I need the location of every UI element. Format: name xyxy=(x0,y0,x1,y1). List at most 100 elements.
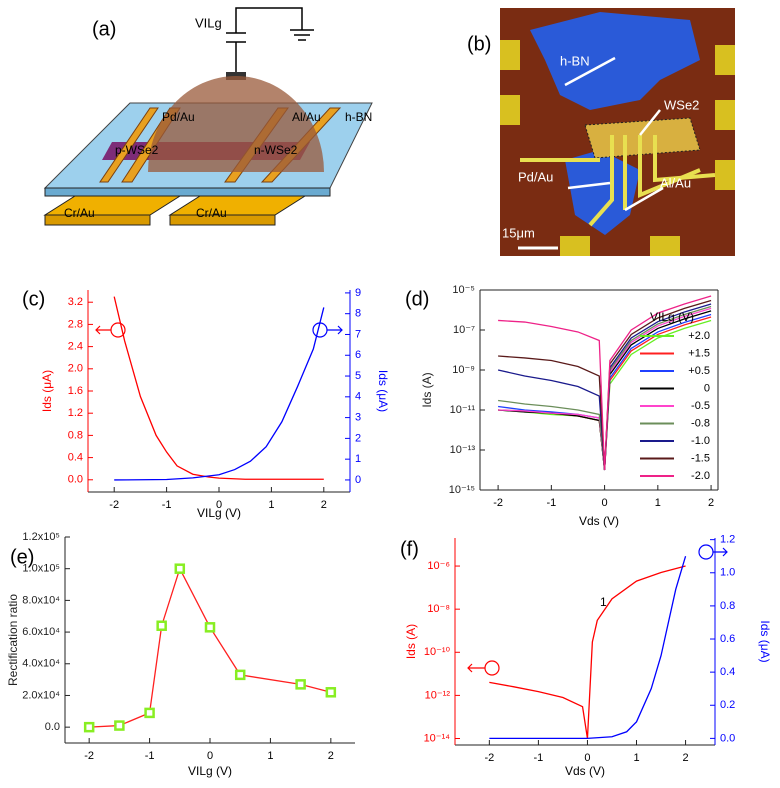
x-axis-label: Vds (V) xyxy=(579,514,619,528)
hbn-edge xyxy=(44,187,331,197)
y2-tick-label: 7 xyxy=(355,328,361,340)
flake-label: Al/Au xyxy=(660,175,691,190)
marker xyxy=(234,669,246,681)
legend-label: -2.0 xyxy=(691,470,710,482)
marker xyxy=(174,563,186,574)
y2-tick-label: 9 xyxy=(355,287,361,299)
x-tick-label: -2 xyxy=(109,499,119,511)
x-tick-label: -1 xyxy=(162,499,172,511)
x-tick-label: 1 xyxy=(268,499,274,511)
x-tick-label: 2 xyxy=(321,499,327,511)
y-tick-label: 1.2x10⁵ xyxy=(22,531,60,543)
pad xyxy=(168,195,307,216)
marker xyxy=(295,679,306,690)
y2-tick-label: 6 xyxy=(355,349,361,361)
x-tick-label: -2 xyxy=(84,750,94,762)
layer-label: n-WSe2 xyxy=(254,143,298,157)
y-tick-label: 1.2 xyxy=(68,407,83,419)
y-axis-label: Ids (μA) xyxy=(40,370,54,412)
hbn-flake xyxy=(565,150,640,235)
x-tick-label: -1 xyxy=(546,497,556,509)
flake-label: WSe2 xyxy=(664,97,699,112)
marker xyxy=(325,687,337,698)
device-schematic: (a) VILg Pd/Au Al/Au h-BN p-WSe2 n-WSe2 … xyxy=(43,7,373,226)
y2-tick-label: 2 xyxy=(355,432,361,444)
layer-label: Pd/Au xyxy=(162,110,195,124)
layer-label: p-WSe2 xyxy=(115,143,159,157)
series-line xyxy=(489,556,687,740)
y-tick-label: 0.0 xyxy=(45,721,60,733)
y-tick-label: 2.0x10⁴ xyxy=(22,689,60,701)
marker xyxy=(204,622,216,633)
legend-label: +1.5 xyxy=(688,347,710,359)
y2-tick-label: 5 xyxy=(355,370,361,382)
y2-axis-label: Ids (μA) xyxy=(758,620,772,662)
y-tick-label: 10⁻¹¹ xyxy=(450,404,476,416)
x-tick-label: 0 xyxy=(216,499,222,511)
y2-tick-label: 8 xyxy=(355,308,361,320)
panel-label: (d) xyxy=(405,288,429,310)
legend-label: 0 xyxy=(704,382,710,394)
x-tick-label: 0 xyxy=(602,497,608,509)
y-tick-label: 10⁻¹⁵ xyxy=(449,484,475,496)
annotation: 1 xyxy=(600,595,607,609)
flake-label: Pd/Au xyxy=(518,169,553,184)
panel-label: (e) xyxy=(10,546,34,568)
legend-label: +2.0 xyxy=(688,330,710,342)
layer-label: h-BN xyxy=(345,110,372,124)
y-axis-label: Ids (A) xyxy=(420,372,434,407)
x-tick-label: -2 xyxy=(484,752,494,764)
y-tick-label: 2.8 xyxy=(68,318,83,330)
marker xyxy=(83,721,95,733)
x-tick-label: 0 xyxy=(207,750,213,762)
scale-bar-label: 15μm xyxy=(502,225,535,240)
y-axis-label: Ids (A) xyxy=(404,624,418,659)
layer-label: Al/Au xyxy=(292,110,321,124)
circuit xyxy=(226,7,314,72)
y-tick-label: 10⁻⁸ xyxy=(427,603,450,615)
legend-label: -1.5 xyxy=(691,452,710,464)
x-tick-label: 0 xyxy=(584,752,590,764)
pad xyxy=(169,214,276,226)
hbn-flake xyxy=(530,12,700,110)
y2-tick-label: 0.0 xyxy=(720,732,735,744)
series-line xyxy=(113,296,324,480)
y-tick-label: 10⁻¹² xyxy=(425,689,451,701)
panel-label: (f) xyxy=(400,538,419,560)
series-line xyxy=(489,565,686,739)
ionic-liquid xyxy=(148,76,324,172)
source-label: VILg xyxy=(195,15,222,30)
x-tick-label: -2 xyxy=(493,497,503,509)
flake-label: h-BN xyxy=(560,53,590,68)
x-tick-label: 1 xyxy=(267,750,273,762)
legend-label: +0.5 xyxy=(688,365,710,377)
x-tick-label: -1 xyxy=(534,752,544,764)
series-line xyxy=(498,319,712,471)
y2-tick-label: 1.0 xyxy=(720,567,735,579)
x-tick-label: -1 xyxy=(145,750,155,762)
marker xyxy=(156,620,167,631)
y-tick-label: 0.8 xyxy=(68,429,83,441)
y-tick-label: 10⁻⁷ xyxy=(453,324,475,336)
series-line xyxy=(498,299,712,471)
legend-label: -0.5 xyxy=(691,400,710,412)
y-tick-label: 0.4 xyxy=(68,451,83,463)
pad xyxy=(44,214,151,226)
series-line xyxy=(498,307,712,471)
panel-label: (a) xyxy=(92,18,116,40)
y-tick-label: 2.0 xyxy=(68,363,83,375)
series-line xyxy=(498,313,712,471)
y-tick-label: 10⁻¹⁴ xyxy=(424,732,451,744)
legend-title: VILg (V) xyxy=(650,310,694,324)
y2-tick-label: 0.6 xyxy=(720,633,735,645)
micrograph: (b) h-BN WSe2 Pd/Au Al/Au 15μm xyxy=(467,8,735,256)
x-tick-label: 1 xyxy=(655,497,661,509)
y2-tick-label: 4 xyxy=(355,391,361,403)
y-tick-label: 1.6 xyxy=(68,385,83,397)
marker xyxy=(114,720,125,731)
y-tick-label: 10⁻⁹ xyxy=(452,364,475,376)
x-tick-label: 2 xyxy=(683,752,689,764)
y2-tick-label: 0.4 xyxy=(720,666,735,678)
y2-tick-label: 0 xyxy=(355,474,361,486)
y-tick-label: 8.0x10⁴ xyxy=(22,594,60,606)
